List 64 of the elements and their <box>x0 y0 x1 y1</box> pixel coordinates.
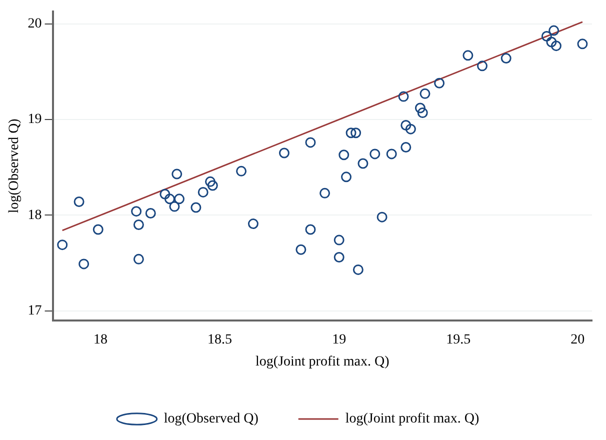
y-tick-label: 20 <box>28 16 42 32</box>
point <box>352 264 364 275</box>
point <box>92 224 104 235</box>
point <box>420 88 430 99</box>
point <box>198 186 208 198</box>
point <box>133 219 144 230</box>
point <box>320 188 330 198</box>
point <box>405 124 416 134</box>
point <box>462 50 474 61</box>
point <box>550 40 562 52</box>
point <box>296 244 306 255</box>
point <box>577 38 588 50</box>
y-tick-label: 17 <box>28 304 42 319</box>
x-tick-label: 19.5 <box>446 332 471 348</box>
point <box>500 53 512 64</box>
point <box>160 188 170 200</box>
y-tick-label: 18 <box>28 208 42 223</box>
point <box>477 60 488 72</box>
legend-label: log(Joint profit max. Q) <box>345 412 480 427</box>
point <box>346 128 356 138</box>
point <box>57 240 68 250</box>
point <box>358 158 368 169</box>
point <box>190 202 202 213</box>
point <box>172 168 182 180</box>
point <box>174 194 184 204</box>
y-tick-label: 19 <box>28 112 42 128</box>
point <box>207 180 218 191</box>
point <box>278 148 290 158</box>
point <box>131 206 142 217</box>
point <box>169 201 180 212</box>
point <box>434 78 445 88</box>
point <box>400 142 412 152</box>
point <box>386 148 397 160</box>
y-axis-title: log(Observed Q) <box>7 118 22 214</box>
legend-label: log(Observed Q) <box>164 412 259 427</box>
point <box>145 208 156 219</box>
point <box>305 224 316 235</box>
point <box>370 148 380 160</box>
point <box>548 25 560 36</box>
point <box>541 31 552 42</box>
point <box>334 234 344 246</box>
point <box>338 150 350 160</box>
point <box>248 218 258 230</box>
point <box>376 212 388 222</box>
point <box>236 166 247 176</box>
x-tick-label: 18 <box>94 332 108 348</box>
point <box>164 194 175 204</box>
point <box>400 120 412 130</box>
point <box>74 196 84 208</box>
point <box>305 137 316 148</box>
point <box>133 254 144 264</box>
point <box>78 258 90 270</box>
x-tick-label: 18.5 <box>208 332 232 348</box>
x-tick-label: 19 <box>332 332 346 348</box>
point <box>414 102 426 114</box>
point <box>398 91 409 102</box>
point <box>350 128 362 138</box>
point <box>546 36 557 48</box>
point <box>341 172 352 182</box>
point <box>334 252 344 263</box>
x-axis-title: log(Joint profit max. Q) <box>256 354 390 370</box>
x-tick-label: 20 <box>570 332 585 348</box>
point <box>205 176 216 187</box>
point <box>417 108 428 118</box>
